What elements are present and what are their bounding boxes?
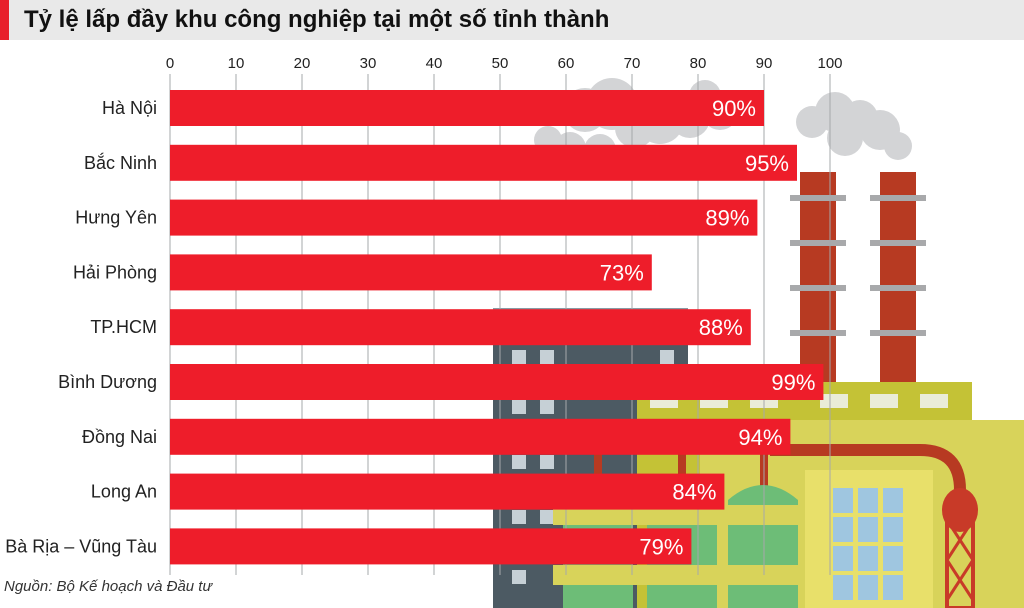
bar: [170, 309, 751, 346]
x-tick-label: 10: [228, 55, 245, 72]
bars: Hà Nội 90% Bắc Ninh 95% Hưng Yên 89% Hải Phòng…: [5, 90, 824, 565]
x-tick-label: 0: [166, 55, 174, 72]
category-label: Đồng Nai: [82, 427, 157, 447]
x-tick-label: 100: [817, 55, 842, 72]
x-tick-label: 90: [756, 55, 773, 72]
data-label: 79%: [639, 534, 683, 559]
bar: [170, 364, 824, 400]
x-tick-label: 50: [492, 55, 509, 72]
data-label: 88%: [699, 315, 743, 340]
x-tick-label: 40: [426, 55, 443, 72]
bar: [170, 528, 692, 565]
bar: [170, 473, 725, 510]
data-label: 95%: [745, 151, 789, 176]
category-label: Hải Phòng: [73, 262, 157, 282]
data-label: 94%: [738, 425, 782, 450]
source-note: Nguồn: Bộ Kế hoạch và Đầu tư: [4, 578, 212, 595]
category-label: Long An: [91, 482, 157, 502]
category-label: Bắc Ninh: [84, 152, 157, 173]
bar: [170, 418, 791, 455]
data-label: 90%: [712, 96, 756, 121]
x-axis: 0 10 20 30 40 50 60 70 80 90 100: [166, 55, 843, 72]
title-accent: [0, 0, 9, 40]
chart-title: Tỷ lệ lấp đầy khu công nghiệp tại một số…: [24, 6, 610, 33]
bar: [170, 254, 652, 291]
x-tick-label: 60: [558, 55, 575, 72]
category-label: Hà Nội: [102, 98, 157, 118]
bar: [170, 90, 764, 126]
category-label: Bình Dương: [58, 372, 157, 392]
factory-illustration: [493, 78, 1024, 608]
x-tick-label: 80: [690, 55, 707, 72]
title-bar: Tỷ lệ lấp đầy khu công nghiệp tại một số…: [0, 0, 1024, 40]
data-label: 84%: [672, 480, 716, 505]
bar: [170, 199, 758, 236]
data-label: 99%: [771, 370, 815, 395]
category-label: Hưng Yên: [75, 208, 157, 228]
x-tick-label: 20: [294, 55, 311, 72]
data-label: 89%: [705, 206, 749, 231]
x-tick-label: 70: [624, 55, 641, 72]
category-label: Bà Rịa – Vũng Tàu: [5, 536, 157, 556]
x-tick-label: 30: [360, 55, 377, 72]
category-label: TP.HCM: [90, 317, 157, 337]
bar: [170, 144, 797, 181]
data-label: 73%: [600, 260, 644, 285]
